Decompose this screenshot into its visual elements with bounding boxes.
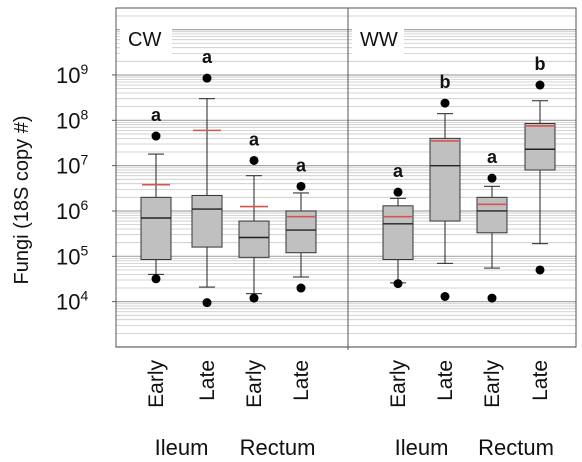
significance-letter: b [535, 54, 546, 74]
outlier-point [393, 279, 403, 289]
panel-frames: CW WW [115, 7, 577, 350]
y-axis-label: Fungi (18S copy #) [11, 116, 33, 285]
category-label: Early [243, 360, 266, 408]
outlier-point [296, 181, 306, 191]
outlier-point [151, 131, 161, 141]
y-tick-exponent: 5 [80, 242, 88, 258]
y-tick-label: 106 [56, 197, 88, 224]
category-label: Late [290, 360, 313, 401]
group-label: Rectum [240, 435, 316, 460]
box-iqr [382, 205, 414, 261]
panel-label-background [352, 18, 404, 58]
category-label: Early [145, 360, 168, 408]
outlier-point [487, 293, 497, 303]
plot-frame [115, 7, 577, 348]
y-tick-label: 105 [56, 242, 88, 269]
category-label: Early [481, 360, 504, 408]
outlier-point [202, 73, 212, 83]
significance-letter: a [202, 47, 213, 67]
category-label: Early [387, 360, 410, 408]
box-iqr [429, 137, 461, 222]
y-tick-base: 10 [56, 154, 80, 179]
significance-letter: a [249, 129, 260, 149]
category-label: Late [529, 360, 552, 401]
y-tick-label: 108 [56, 106, 88, 133]
outlier-point [296, 283, 306, 293]
group-label: Rectum [478, 435, 554, 460]
outlier-point [535, 265, 545, 275]
significance-letter: a [296, 155, 307, 175]
outlier-point [487, 173, 497, 183]
panel-label: CW [128, 29, 161, 51]
box-iqr [285, 210, 317, 254]
box-iqr [238, 220, 270, 258]
category-label: Late [196, 360, 219, 401]
group-label: Ileum [155, 435, 209, 460]
panel-label: WW [360, 29, 398, 51]
panel-label-background [120, 18, 172, 58]
significance-letter: a [393, 161, 404, 181]
outlier-point [535, 80, 545, 90]
grid-lines [116, 7, 576, 348]
box-iqr [191, 194, 223, 248]
group-label: Ileum [395, 435, 449, 460]
y-tick-exponent: 8 [80, 106, 88, 122]
y-tick-base: 10 [56, 244, 80, 269]
y-tick-base: 10 [56, 290, 80, 315]
significance-letter: a [487, 147, 498, 167]
category-labels: Early Late Early Late Ileum Rectum Early Late Ea… [145, 360, 554, 460]
box-iqr [524, 123, 556, 171]
y-tick-exponent: 7 [80, 152, 88, 168]
category-label: Late [434, 360, 457, 401]
box-iqr [140, 196, 172, 261]
box-marks: a a a a a b a b [140, 47, 556, 308]
outlier-point [440, 291, 450, 301]
y-tick-label: 107 [56, 152, 88, 179]
y-tick-exponent: 6 [80, 197, 88, 213]
y-tick-label: 104 [56, 288, 88, 315]
outlier-point [440, 98, 450, 108]
y-tick-exponent: 9 [80, 61, 88, 77]
significance-letter: b [440, 72, 451, 92]
outlier-point [249, 155, 259, 165]
y-tick-exponent: 4 [80, 288, 88, 304]
outlier-point [202, 298, 212, 308]
box-iqr [476, 196, 508, 234]
outlier-point [249, 293, 259, 303]
y-tick-label: 109 [56, 61, 88, 88]
y-tick-base: 10 [56, 63, 80, 88]
significance-letter: a [151, 105, 162, 125]
outlier-point [393, 187, 403, 197]
outlier-point [151, 274, 161, 284]
y-tick-base: 10 [56, 199, 80, 224]
y-tick-base: 10 [56, 108, 80, 133]
